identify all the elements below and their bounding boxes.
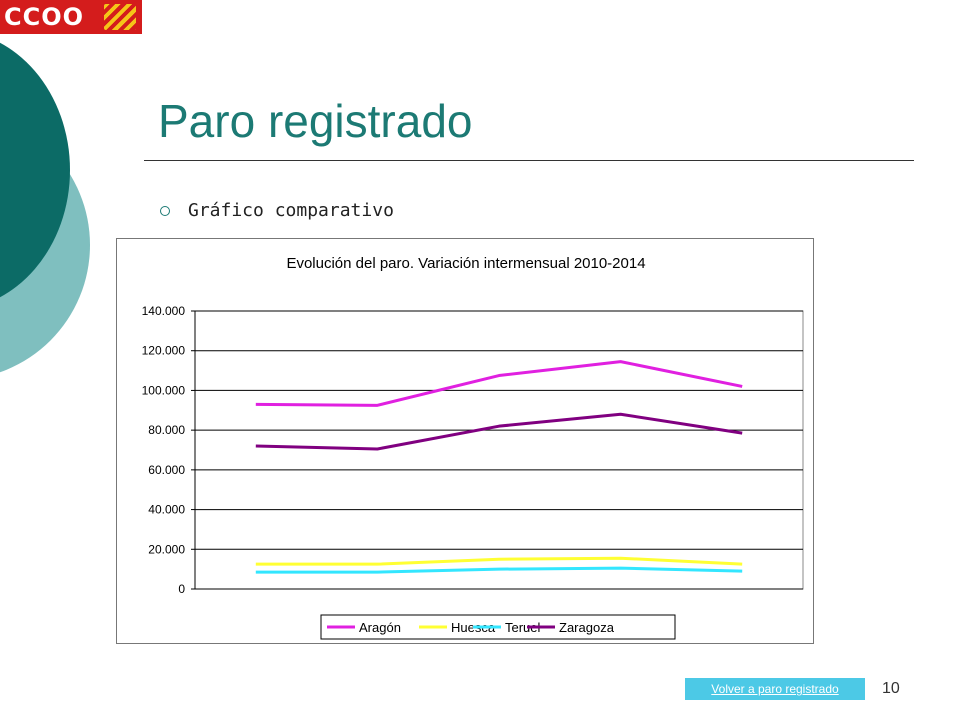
bullet-item: Gráfico comparativo — [160, 200, 394, 221]
legend-label-zaragoza: Zaragoza — [559, 620, 615, 635]
series-line-huesca — [255, 556, 743, 566]
chart-container: Evolución del paro. Variación intermensu… — [116, 238, 814, 644]
y-tick-label: 100.000 — [142, 383, 186, 397]
line-chart: Evolución del paro. Variación intermensu… — [142, 255, 804, 640]
y-tick-label: 80.000 — [148, 423, 185, 437]
y-tick-label: 0 — [178, 582, 185, 596]
chart-title: Evolución del paro. Variación intermensu… — [286, 255, 645, 272]
series-line-zaragoza — [255, 412, 743, 451]
legend-label-teruel: Teruel — [505, 620, 541, 635]
title-divider — [144, 160, 914, 161]
y-tick-label: 40.000 — [148, 503, 185, 517]
bullet-text: Gráfico comparativo — [188, 200, 394, 221]
logo-text: CCOO — [4, 3, 85, 31]
y-tick-label: 60.000 — [148, 463, 185, 477]
flag-icon — [104, 4, 136, 30]
series-line-teruel — [255, 566, 743, 574]
ccoo-logo: CCOO — [0, 0, 142, 34]
y-tick-label: 20.000 — [148, 542, 185, 556]
legend-label-arag-n: Aragón — [359, 620, 401, 635]
y-tick-label: 120.000 — [142, 344, 186, 358]
page-number: 10 — [882, 680, 900, 697]
page-title: Paro registrado — [158, 95, 473, 147]
plot-area — [194, 310, 804, 590]
y-tick-label: 140.000 — [142, 304, 186, 318]
bullet-circle-icon — [160, 205, 170, 216]
series-line-arag-n — [255, 360, 743, 407]
back-link[interactable]: Volver a paro registrado — [685, 678, 865, 700]
